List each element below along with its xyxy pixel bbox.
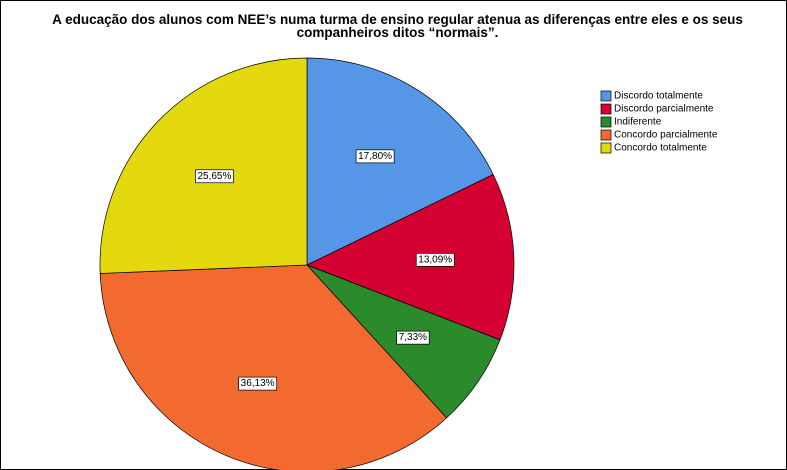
legend-label: Concordo totalmente [614, 143, 707, 154]
data-label: 36,13% [241, 378, 275, 389]
legend-swatch [600, 129, 612, 141]
legend-label: Discordo totalmente [614, 91, 703, 102]
legend-swatch [600, 90, 612, 102]
data-label: 17,80% [358, 151, 392, 162]
pie-slice [99, 57, 308, 274]
legend-label: Indiferente [614, 117, 662, 128]
legend-swatch [600, 103, 612, 115]
data-label: 7,33% [399, 332, 427, 343]
data-label-box [415, 253, 455, 267]
data-label-box [238, 376, 278, 391]
data-label-box [396, 330, 430, 345]
data-label-group: 36,13% [238, 376, 278, 391]
legend-label: Concordo parcialmente [614, 130, 718, 141]
data-label-box [355, 149, 395, 164]
data-label-box [195, 169, 234, 184]
legend-swatch [600, 116, 612, 128]
pie-slice [99, 264, 448, 470]
data-label-group: 7,33% [396, 330, 430, 345]
data-label-group: 17,80% [355, 149, 395, 164]
data-label-group: 13,09% [415, 253, 455, 267]
data-label-group: 25,65% [195, 169, 234, 184]
chart-title: A educação dos alunos com NEE’s numa tur… [52, 12, 743, 40]
pie-slice [306, 57, 494, 266]
pie-slice [306, 174, 515, 341]
data-label: 13,09% [418, 254, 452, 265]
legend-label: Discordo parcialmente [614, 104, 714, 115]
data-label: 25,65% [197, 171, 231, 182]
legend-swatch [600, 142, 612, 154]
